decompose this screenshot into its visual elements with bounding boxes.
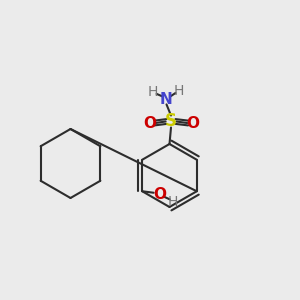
Text: H: H (174, 84, 184, 98)
Text: H: H (148, 85, 158, 98)
Text: H: H (168, 195, 178, 209)
Text: S: S (165, 112, 177, 130)
Text: O: O (154, 187, 167, 202)
Text: O: O (186, 116, 199, 130)
Text: O: O (143, 116, 157, 130)
Text: N: N (160, 92, 173, 106)
